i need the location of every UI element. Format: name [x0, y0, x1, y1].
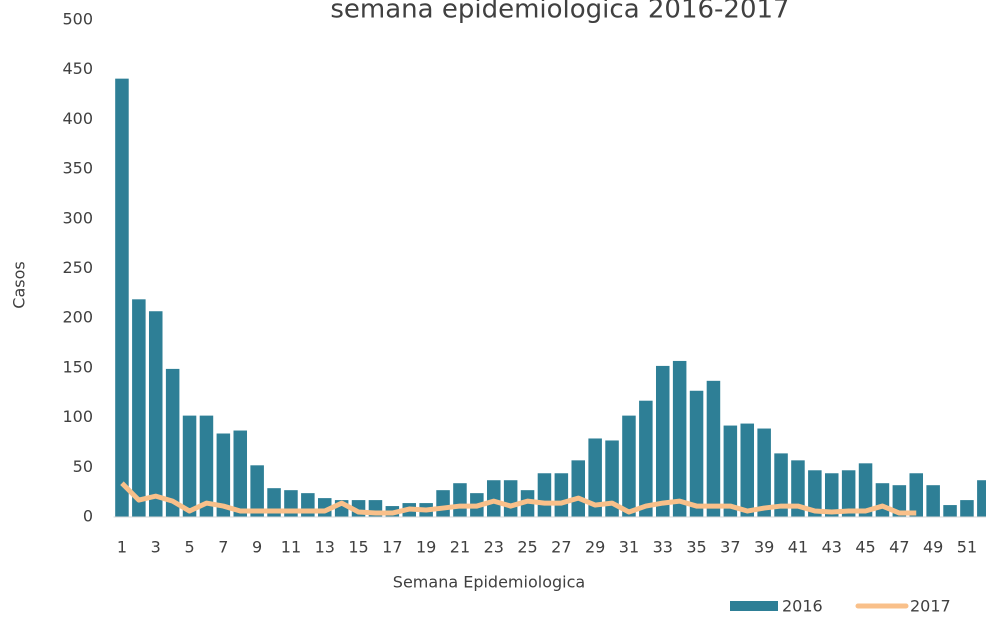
- x-tick-label: 35: [686, 538, 706, 557]
- x-tick-label: 33: [653, 538, 673, 557]
- bar: [182, 415, 197, 517]
- y-tick-label: 150: [62, 357, 93, 376]
- bar: [841, 470, 856, 517]
- x-tick-label: 51: [957, 538, 977, 557]
- x-tick-label: 41: [788, 538, 808, 557]
- bar: [808, 470, 822, 517]
- legend-label: 2017: [910, 597, 951, 616]
- bar: [960, 500, 974, 517]
- y-tick-label: 100: [62, 407, 93, 426]
- x-tick-label: 21: [450, 538, 470, 557]
- x-tick-label: 47: [889, 538, 909, 557]
- y-tick-label: 250: [62, 258, 93, 277]
- bar: [774, 453, 788, 517]
- legend-swatch: [730, 601, 778, 611]
- y-tick-label: 350: [62, 159, 93, 178]
- x-tick-label: 49: [923, 538, 943, 557]
- bar: [824, 473, 839, 517]
- y-tick-label: 400: [62, 109, 93, 128]
- bar: [909, 473, 924, 517]
- x-tick-label: 5: [184, 538, 194, 557]
- bar: [943, 505, 957, 517]
- bar: [503, 480, 518, 517]
- bar: [689, 390, 704, 517]
- bar: [216, 433, 231, 517]
- x-tick-label: 7: [218, 538, 228, 557]
- bar: [875, 483, 890, 517]
- bar: [977, 480, 986, 517]
- x-tick-label: 37: [720, 538, 740, 557]
- bar: [622, 415, 636, 517]
- y-tick-label: 0: [83, 507, 93, 526]
- bar: [588, 438, 602, 517]
- chart-title: semana epidemiologica 2016-2017: [330, 0, 789, 25]
- bar: [199, 415, 214, 517]
- x-tick-label: 25: [517, 538, 537, 557]
- x-tick-label: 1: [117, 538, 127, 557]
- y-tick-label: 500: [62, 10, 93, 29]
- x-tick-label: 15: [348, 538, 368, 557]
- x-tick-label: 45: [855, 538, 875, 557]
- x-tick-label: 43: [822, 538, 842, 557]
- y-tick-label: 300: [62, 208, 93, 227]
- bar: [655, 365, 670, 517]
- bar: [757, 428, 771, 517]
- bar: [605, 440, 619, 517]
- legend-label: 2016: [782, 597, 823, 616]
- x-tick-label: 27: [551, 538, 571, 557]
- x-tick-label: 17: [382, 538, 402, 557]
- bar: [165, 368, 180, 517]
- x-tick-label: 29: [585, 538, 605, 557]
- bar: [740, 423, 755, 517]
- x-tick-label: 9: [252, 538, 262, 557]
- x-tick-label: 13: [315, 538, 335, 557]
- bar: [537, 473, 552, 517]
- bar: [639, 400, 653, 517]
- line: [120, 481, 917, 516]
- y-tick-label: 200: [62, 308, 93, 327]
- bar: [554, 473, 569, 517]
- y-axis-label: Casos: [10, 261, 29, 308]
- x-tick-label: 23: [484, 538, 504, 557]
- bar: [115, 78, 129, 518]
- bar: [436, 490, 450, 517]
- bar: [233, 430, 248, 517]
- bar: [858, 463, 873, 517]
- y-tick-label: 450: [62, 59, 93, 78]
- x-tick-label: 31: [619, 538, 639, 557]
- bar: [791, 460, 805, 517]
- bar: [453, 483, 467, 517]
- bar: [132, 299, 146, 517]
- x-tick-label: 19: [416, 538, 436, 557]
- x-tick-label: 3: [151, 538, 161, 557]
- bar: [672, 360, 687, 517]
- bar: [926, 485, 940, 517]
- bar: [148, 311, 163, 517]
- bar: [571, 460, 586, 517]
- x-axis-label: Semana Epidemiologica: [393, 573, 585, 592]
- bar: [250, 465, 264, 517]
- x-tick-label: 39: [754, 538, 774, 557]
- bar: [723, 425, 738, 517]
- bar: [706, 380, 721, 517]
- y-tick-label: 50: [73, 457, 93, 476]
- x-tick-label: 11: [281, 538, 301, 557]
